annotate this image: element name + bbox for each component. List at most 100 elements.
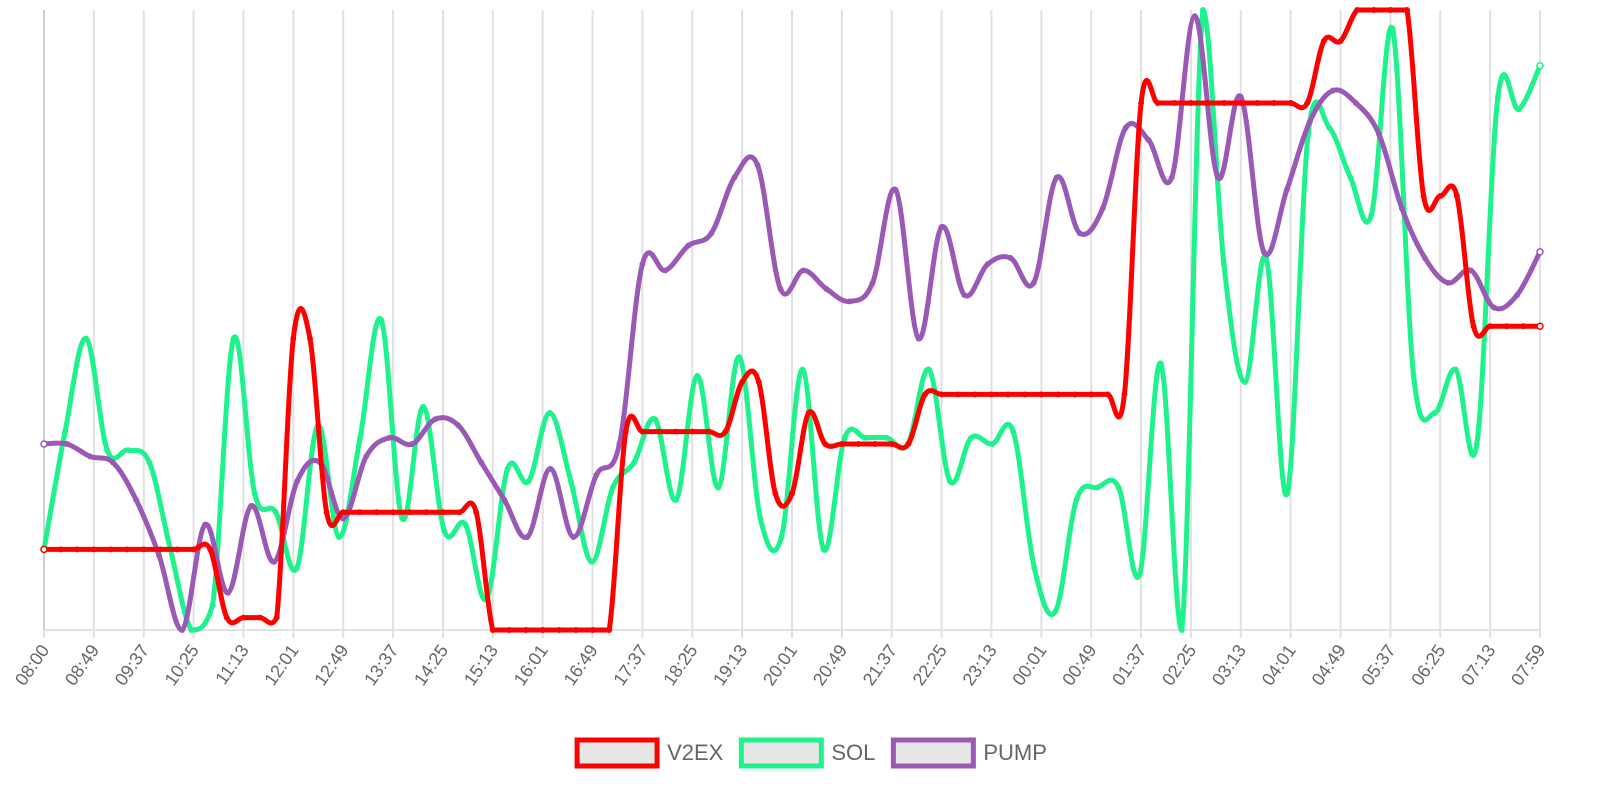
- point-sol: [1157, 360, 1164, 367]
- x-tick-label: 16:01: [510, 641, 552, 689]
- point-sol: [567, 478, 574, 485]
- point-v2ex: [323, 509, 330, 516]
- point-sol: [209, 602, 216, 609]
- point-pump: [1076, 230, 1083, 237]
- point-sol: [968, 434, 975, 441]
- x-tick-label: 17:37: [609, 641, 651, 689]
- x-tick-label: 09:37: [111, 641, 153, 689]
- point-pump: [662, 267, 669, 274]
- point-sol: [125, 447, 132, 454]
- point-v2ex: [140, 546, 147, 553]
- x-tick-label: 00:49: [1058, 641, 1100, 689]
- point-v2ex: [223, 614, 230, 621]
- point-v2ex: [1187, 100, 1194, 106]
- point-pump: [133, 496, 140, 503]
- x-tick-label: 10:25: [161, 641, 203, 689]
- point-v2ex: [1221, 100, 1228, 106]
- point-sol: [694, 372, 701, 379]
- x-tick-label: 08:00: [11, 641, 53, 689]
- point-sol: [1389, 25, 1396, 32]
- point-v2ex: [157, 546, 164, 553]
- point-v2ex: [772, 490, 779, 497]
- x-tick-label: 02:25: [1158, 641, 1200, 689]
- legend-swatch-pump: [890, 737, 976, 769]
- point-v2ex: [439, 509, 446, 516]
- x-tick-label: 04:49: [1308, 641, 1350, 689]
- point-pump: [202, 521, 209, 528]
- point-v2ex: [406, 509, 413, 516]
- point-v2ex: [1088, 391, 1095, 398]
- point-sol: [926, 366, 932, 373]
- point-sol: [1178, 627, 1185, 633]
- point-pump: [1491, 304, 1497, 311]
- point-pump: [846, 298, 853, 305]
- point-v2ex: [40, 545, 48, 554]
- point-v2ex: [74, 546, 81, 553]
- point-sol: [1452, 366, 1459, 373]
- point-v2ex: [273, 614, 280, 621]
- legend-label-sol: SOL: [831, 740, 875, 765]
- point-sol: [1473, 441, 1480, 447]
- point-sol: [1326, 124, 1333, 131]
- point-sol: [1220, 261, 1227, 268]
- point-v2ex: [556, 627, 563, 633]
- x-tick-label: 18:25: [659, 641, 701, 689]
- point-v2ex: [988, 391, 995, 398]
- point-v2ex: [1304, 100, 1311, 106]
- point-v2ex: [473, 509, 480, 516]
- point-v2ex: [1254, 100, 1261, 106]
- x-tick-label: 12:49: [310, 641, 352, 689]
- point-v2ex: [1487, 323, 1494, 330]
- point-pump: [156, 552, 163, 559]
- point-pump: [1444, 279, 1451, 286]
- point-pump: [1168, 174, 1175, 181]
- point-v2ex: [739, 379, 746, 385]
- point-pump: [1421, 255, 1428, 261]
- point-pump: [685, 242, 692, 249]
- point-sol: [230, 335, 237, 342]
- point-pump: [547, 465, 554, 472]
- x-tick-label: 15:13: [460, 641, 502, 689]
- legend-item-pump[interactable]: PUMP: [890, 737, 1047, 769]
- point-sol: [862, 434, 869, 441]
- point-v2ex: [922, 391, 928, 398]
- point-sol: [1136, 571, 1143, 578]
- point-v2ex: [1071, 391, 1078, 398]
- point-sol: [188, 627, 195, 633]
- point-pump: [1260, 248, 1267, 255]
- point-sol: [504, 465, 511, 472]
- point-pump: [64, 441, 70, 447]
- point-pump: [708, 230, 715, 237]
- x-tick-labels: 08:00 08:49 09:37 10:25 11:13 12:01 12:49 13:37…: [11, 641, 1549, 689]
- point-sol: [1515, 106, 1522, 113]
- x-tick-label: 21:37: [859, 641, 901, 689]
- point-sol: [1199, 7, 1206, 13]
- legend-item-v2ex[interactable]: V2EX: [574, 737, 724, 769]
- point-v2ex: [423, 509, 430, 516]
- legend-item-sol[interactable]: SOL: [738, 737, 875, 769]
- x-tick-label: 20:49: [809, 641, 851, 689]
- x-axis: [43, 10, 1540, 631]
- point-v2ex: [789, 490, 795, 497]
- point-pump: [340, 515, 347, 522]
- point-sol: [525, 478, 532, 485]
- point-v2ex: [1055, 391, 1061, 398]
- point-v2ex: [572, 627, 579, 633]
- point-v2ex: [1271, 100, 1277, 106]
- point-sol: [293, 565, 300, 571]
- point-v2ex: [606, 627, 613, 633]
- point-sol: [1284, 490, 1291, 497]
- point-v2ex: [622, 428, 629, 435]
- point-sol: [757, 515, 764, 522]
- legend-label-pump: PUMP: [983, 740, 1047, 765]
- point-sol: [883, 434, 890, 441]
- point-pump: [869, 279, 876, 286]
- point-sol: [947, 478, 953, 485]
- point-v2ex: [539, 627, 546, 633]
- point-pump: [524, 534, 531, 540]
- point-pump: [1514, 292, 1520, 299]
- point-v2ex: [689, 428, 696, 435]
- point-pump: [1053, 174, 1060, 181]
- point-v2ex: [722, 428, 729, 435]
- point-v2ex: [639, 428, 646, 435]
